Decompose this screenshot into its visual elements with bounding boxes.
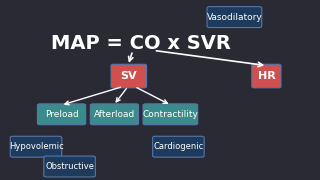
Text: MAP = CO x SVR: MAP = CO x SVR (51, 34, 231, 53)
FancyBboxPatch shape (252, 64, 281, 88)
FancyBboxPatch shape (44, 156, 95, 177)
Text: HR: HR (258, 71, 275, 81)
Text: SV: SV (121, 71, 137, 81)
Text: Cardiogenic: Cardiogenic (153, 142, 204, 151)
FancyBboxPatch shape (143, 104, 198, 125)
Text: Obstructive: Obstructive (45, 162, 94, 171)
Text: Afterload: Afterload (94, 110, 135, 119)
Text: Contractility: Contractility (142, 110, 198, 119)
FancyBboxPatch shape (111, 64, 147, 88)
FancyBboxPatch shape (90, 104, 139, 125)
FancyBboxPatch shape (207, 7, 262, 28)
FancyBboxPatch shape (37, 104, 86, 125)
Text: Preload: Preload (45, 110, 78, 119)
Text: Vasodilatory: Vasodilatory (206, 13, 262, 22)
Text: Hypovolemic: Hypovolemic (9, 142, 63, 151)
FancyBboxPatch shape (10, 136, 62, 157)
FancyBboxPatch shape (153, 136, 204, 157)
